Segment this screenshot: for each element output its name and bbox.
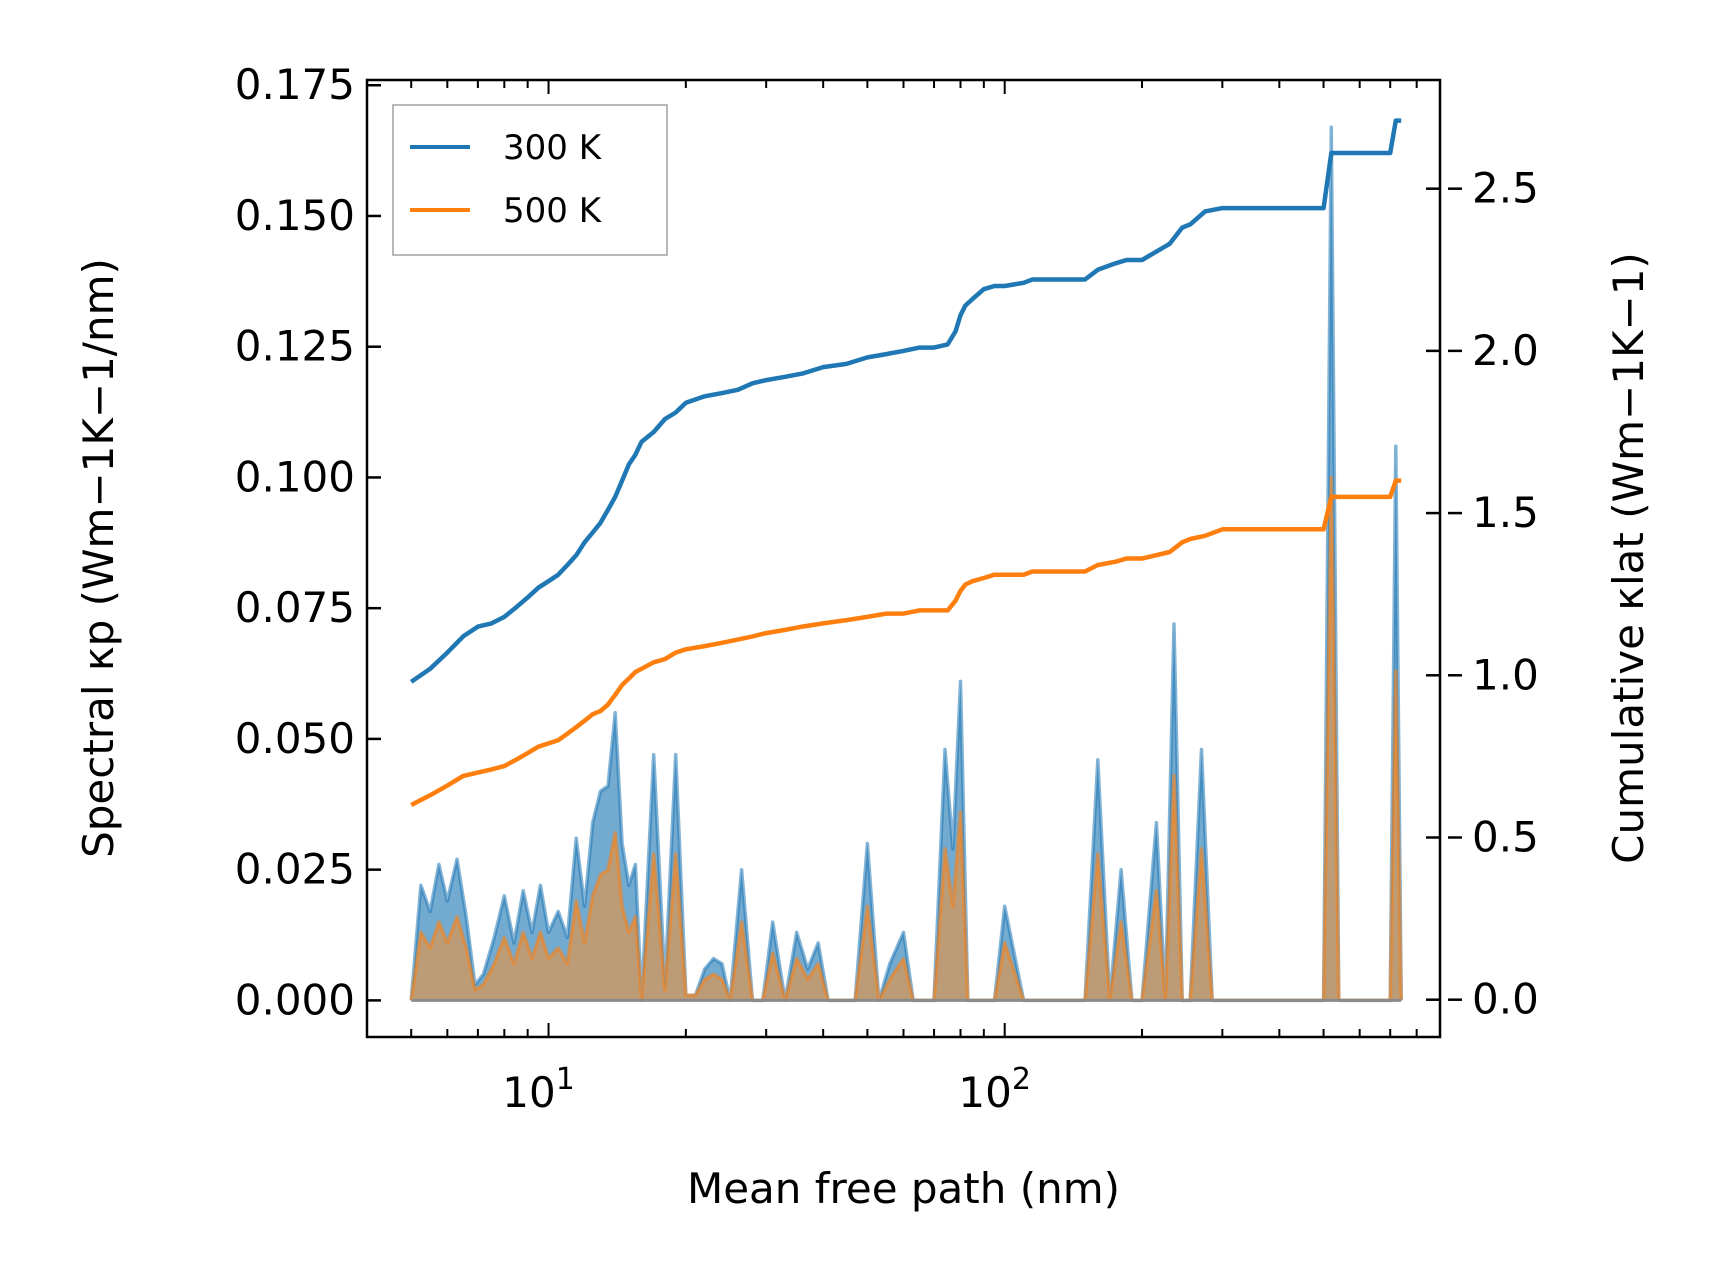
y-left-tick-label: 0.125 (235, 322, 355, 371)
y-right-tick-label: 0.0 (1472, 975, 1539, 1024)
y-left-tick-label: 0.150 (235, 191, 355, 240)
y-right-tick-label: 2.5 (1472, 164, 1539, 213)
x-tick-label: 101 (502, 1062, 575, 1117)
cumulative-line-300k (409, 118, 1402, 684)
y-left-tick-label: 0.175 (235, 60, 355, 109)
y-left-tick-label: 0.075 (235, 583, 355, 632)
axes-frame (365, 78, 1442, 1039)
y-axis-right-label: Cumulative κlat (Wm−1K−1) (1604, 252, 1653, 864)
x-axis-label: Mean free path (nm) (687, 1164, 1120, 1213)
y-right-tick-label: 1.5 (1472, 488, 1539, 537)
y-left-tick-label: 0.050 (235, 714, 355, 763)
plot-area (409, 118, 1403, 1003)
cumulative-line-500k (410, 478, 1402, 808)
y-left-tick-label: 0.025 (235, 845, 355, 894)
legend-box (392, 104, 668, 256)
y-left-tick-label: 0.100 (235, 452, 355, 501)
axes-ticks: 0.000 0.025 0.050 0.075 0.100 0.125 0.150 0.175… (235, 60, 1539, 1117)
x-tick-label: 102 (958, 1062, 1031, 1117)
y-right-tick-label: 2.0 (1472, 326, 1539, 375)
y-right-tick-label: 0.5 (1472, 812, 1539, 861)
y-right-tick-label: 1.0 (1472, 650, 1539, 699)
legend-label-300k: 300 K (503, 128, 603, 168)
legend: 300 K 500 K (392, 104, 668, 256)
y-axis-left-label: Spectral κp (Wm−1K−1/nm) (74, 258, 123, 858)
legend-label-500k: 500 K (503, 191, 603, 231)
y-left-tick-label: 0.000 (235, 975, 355, 1024)
